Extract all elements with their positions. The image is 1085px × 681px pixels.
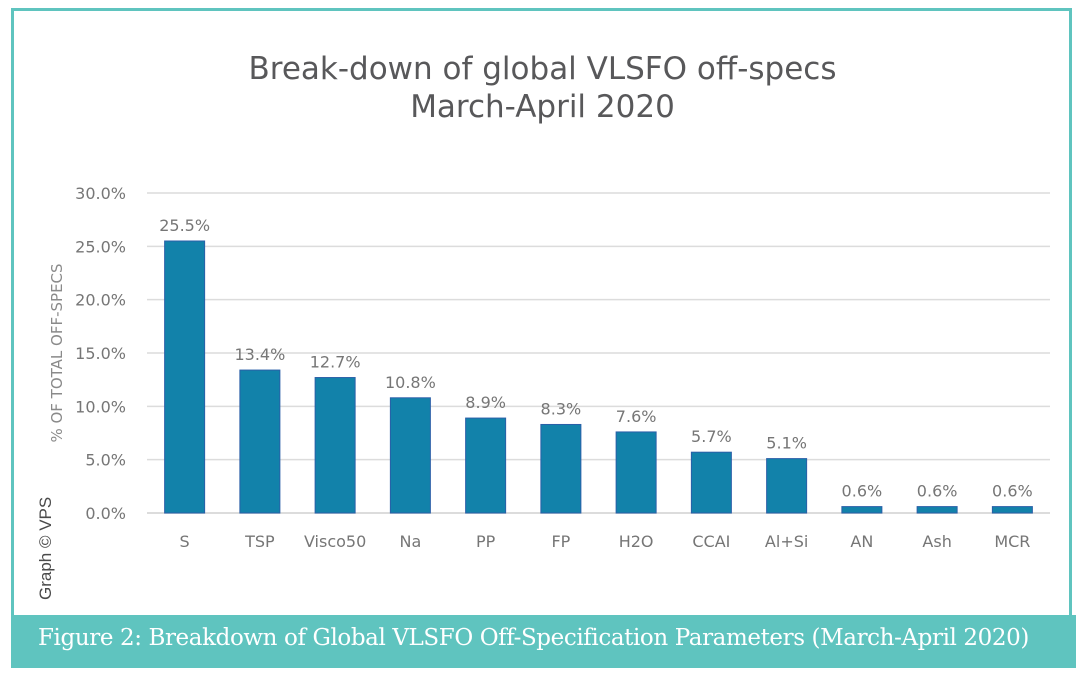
data-label: 25.5% [159,216,210,235]
data-label: 0.6% [992,482,1033,501]
y-tick-label: 15.0% [75,344,126,363]
bars [164,240,1033,514]
bar-s [164,240,206,514]
data-label: 0.6% [842,482,883,501]
bar-ash [916,506,958,514]
data-label: 13.4% [234,345,285,364]
data-label: 8.9% [465,393,506,412]
bar-visco50 [314,377,356,514]
x-tick-label: S [180,532,190,551]
data-label: 12.7% [310,353,361,372]
x-tick-label: Al+Si [765,532,808,551]
data-label: 8.3% [541,399,582,418]
x-tick-label: CCAI [692,532,730,551]
graph-credit: Graph © VPS [36,496,55,600]
x-tick-label: H2O [619,532,654,551]
data-label: 0.6% [917,482,958,501]
data-label: 10.8% [385,373,436,392]
chart-title-line-1: Break-down of global VLSFO off-specs [248,51,837,87]
bar-na [389,397,431,514]
y-tick-label: 30.0% [75,184,126,203]
y-axis-label: % OF TOTAL OFF-SPECS [48,263,66,442]
bar-al-si [766,458,808,514]
x-tick-label: TSP [244,532,275,551]
data-labels: 25.5% 13.4% 12.7% 10.8% 8.9% 8.3% 7.6% 5.7% 5.1%… [159,216,1032,501]
data-label: 5.7% [691,427,732,446]
bar-mcr [991,506,1033,514]
x-tick-label: PP [476,532,496,551]
y-tick-label: 10.0% [75,397,126,416]
y-tick-label: 0.0% [85,504,126,523]
x-tick-label: FP [551,532,570,551]
data-label: 7.6% [616,407,657,426]
bar-tsp [239,369,281,514]
x-tick-label: MCR [994,532,1030,551]
bar-an [841,506,883,514]
x-tick-label: Na [399,532,421,551]
bar-h2o [615,431,657,514]
chart-title-line-2: March-April 2020 [410,89,675,125]
figure-caption: Figure 2: Breakdown of Global VLSFO Off-… [38,625,1029,651]
x-tick-label: Ash [922,532,951,551]
bar-pp [465,417,507,514]
y-axis-ticks: 0.0% 5.0% 10.0% 15.0% 20.0% 25.0% 30.0% [75,184,126,523]
figure-caption-band: Figure 2: Breakdown of Global VLSFO Off-… [11,615,1076,668]
y-tick-label: 25.0% [75,237,126,256]
chart-title: Break-down of global VLSFO off-specs Mar… [0,50,1085,126]
y-tick-label: 5.0% [85,451,126,470]
y-tick-label: 20.0% [75,291,126,310]
bar-ccai [690,451,732,514]
x-axis-labels: S TSP Visco50 Na PP FP H2O CCAI Al+Si AN Ash MCR [180,532,1031,551]
gridlines [147,192,1050,514]
data-label: 5.1% [766,434,807,453]
bar-fp [540,423,582,514]
x-tick-label: Visco50 [304,532,366,551]
x-tick-label: AN [850,532,873,551]
